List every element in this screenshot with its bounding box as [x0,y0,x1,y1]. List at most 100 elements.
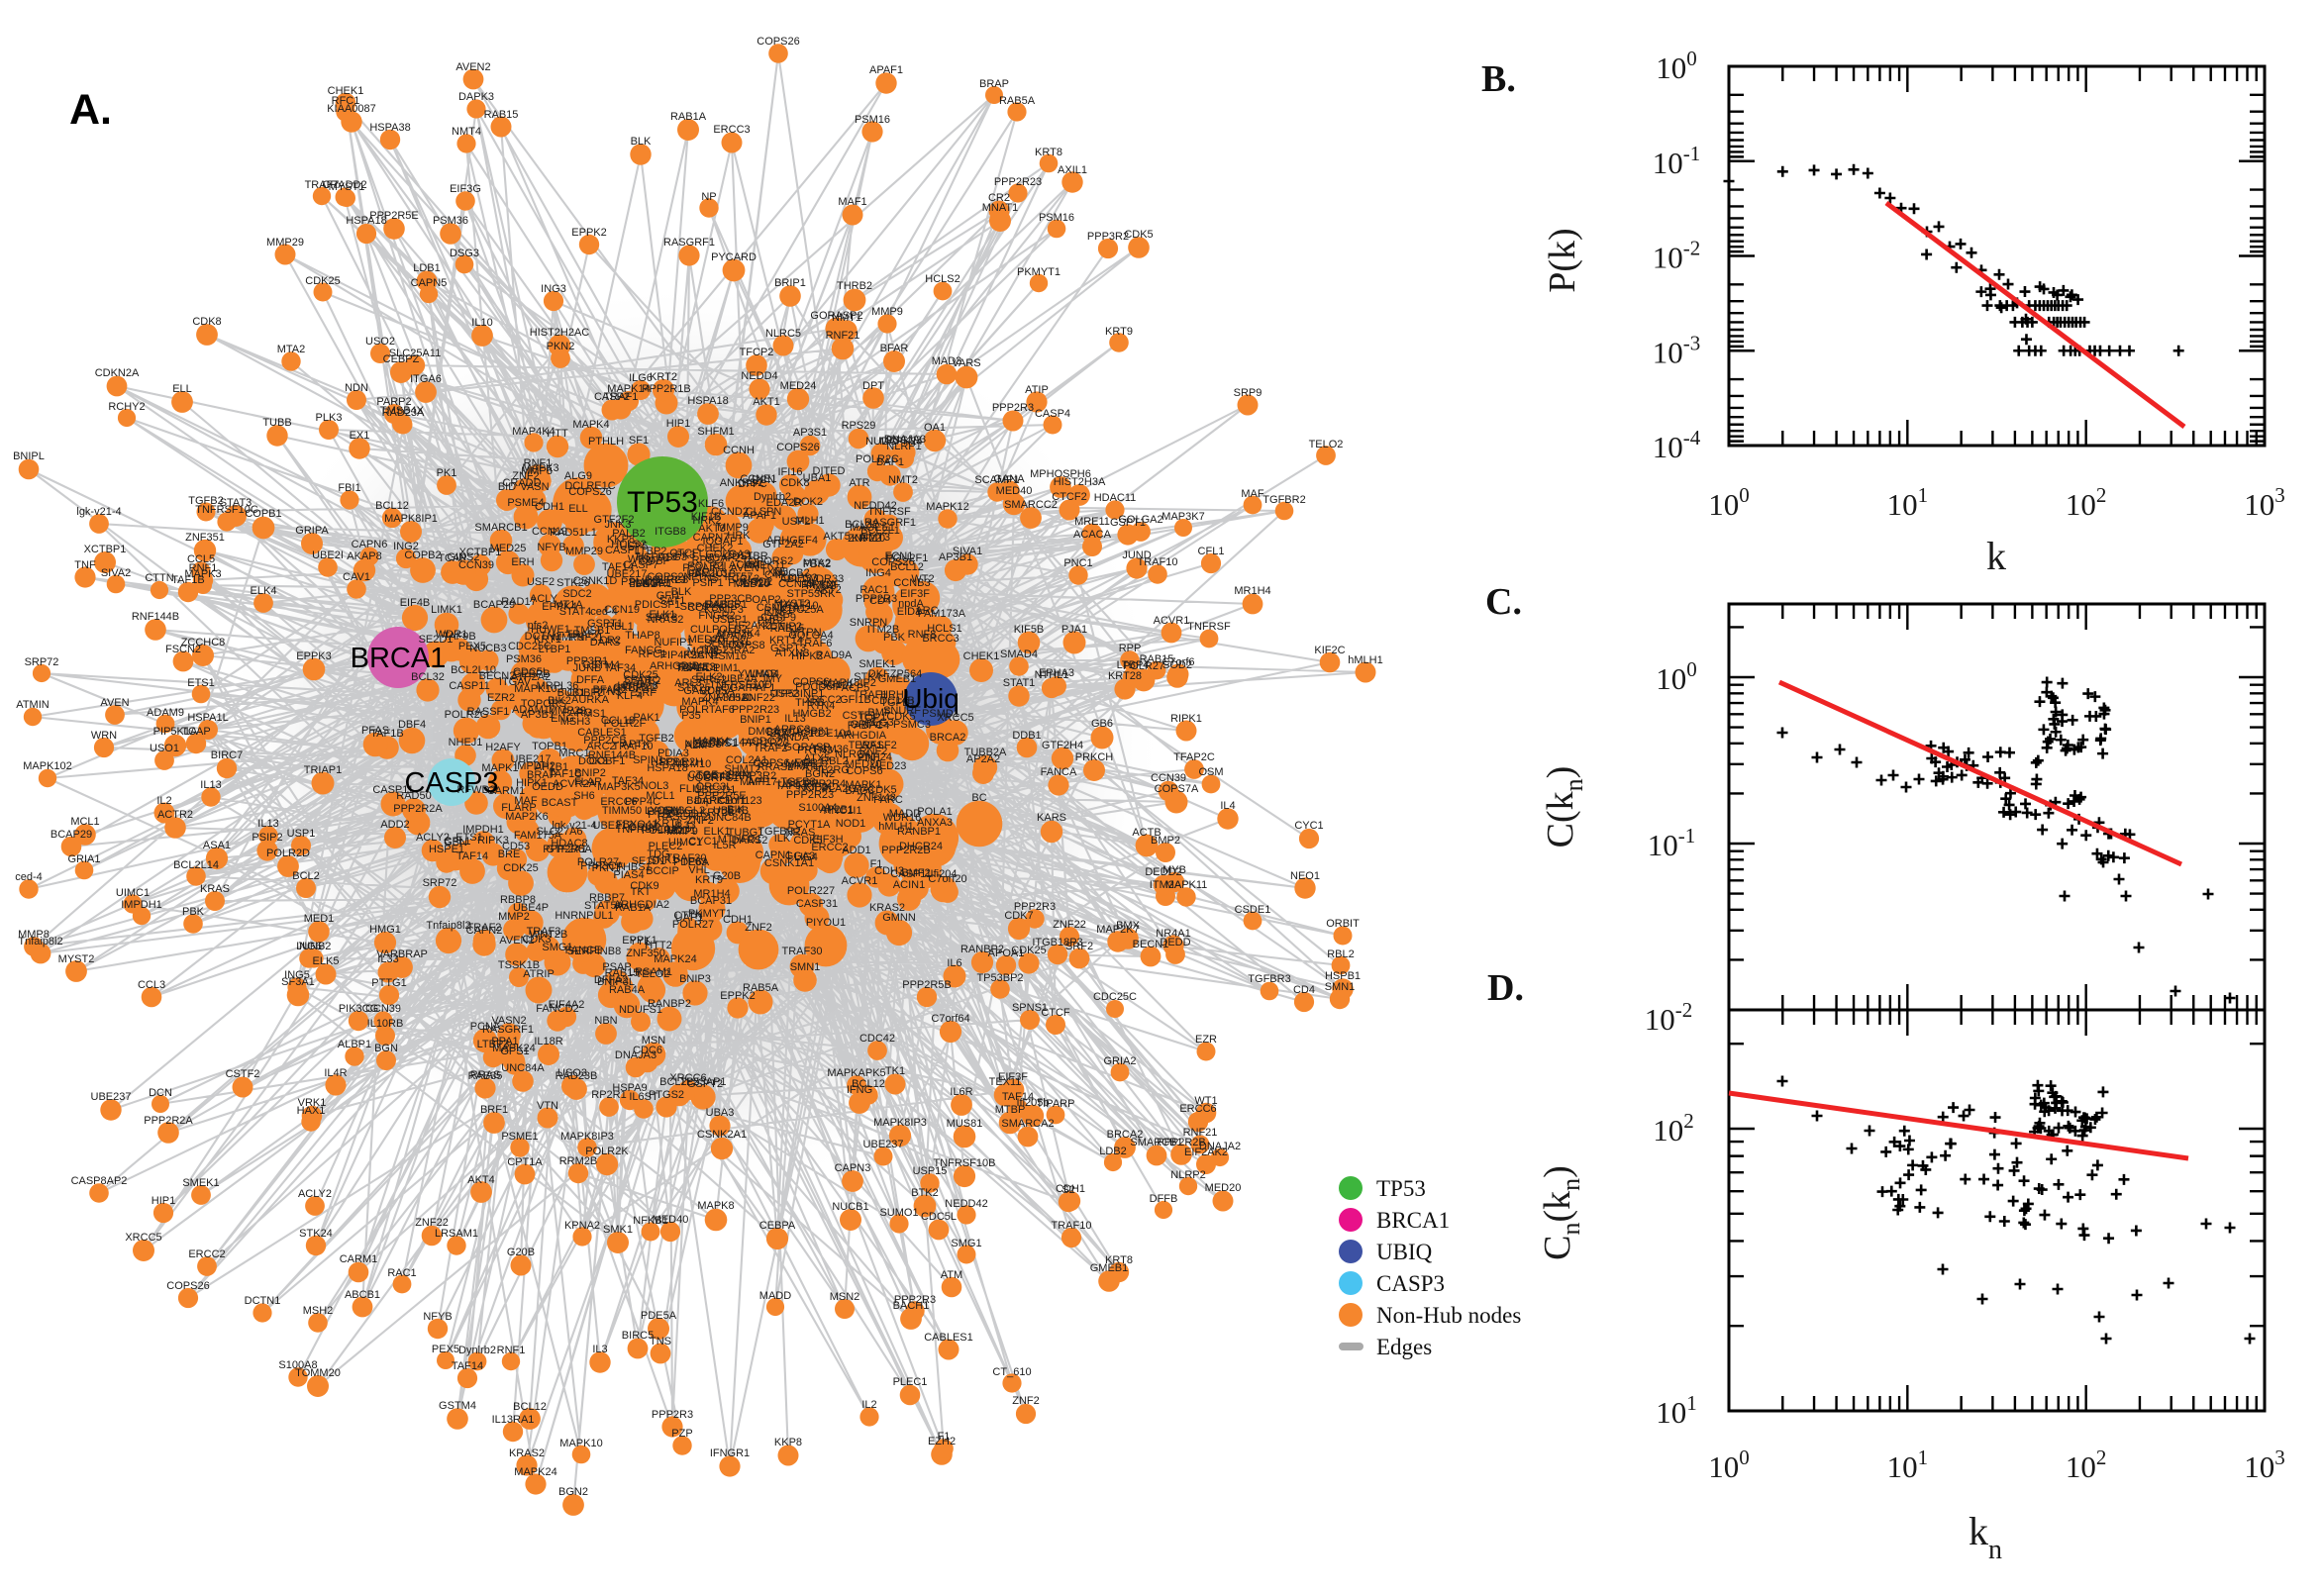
svg-text:PIN1: PIN1 [858,752,881,764]
svg-text:USBP1: USBP1 [712,614,748,626]
svg-text:ERCC2: ERCC2 [811,842,848,853]
svg-text:CAPN3: CAPN3 [835,1162,871,1174]
svg-text:CCNE1: CCNE1 [740,473,776,485]
svg-text:MYST2: MYST2 [774,598,811,610]
svg-text:ORBIT: ORBIT [1326,918,1360,930]
svg-text:KLF4: KLF4 [617,690,643,702]
svg-text:TMSB4X: TMSB4X [380,405,425,417]
svg-text:TRAF30: TRAF30 [666,852,707,864]
svg-text:Banp: Banp [686,795,712,807]
svg-text:NMT4: NMT4 [452,126,481,138]
svg-text:PIP4K2A: PIP4K2A [660,649,705,661]
svg-text:CSNK2A1: CSNK2A1 [697,1129,747,1141]
svg-text:CASP11: CASP11 [449,680,489,692]
svg-text:GSPT1: GSPT1 [587,618,623,630]
svg-text:TNS: TNS [697,572,719,584]
svg-text:SRF: SRF [635,687,656,699]
svg-text:RAC1: RAC1 [859,584,888,596]
svg-text:RPP: RPP [1119,643,1142,654]
svg-text:BCAP29: BCAP29 [50,829,92,841]
svg-text:GTF2A2: GTF2A2 [762,539,804,550]
svg-text:TNFRSF: TNFRSF [1187,621,1231,633]
svg-text:CCN19: CCN19 [532,526,567,538]
svg-text:S100A8: S100A8 [278,1359,317,1371]
svg-text:PK1: PK1 [437,467,457,479]
svg-text:AVEN2: AVEN2 [499,935,534,947]
svg-text:TRAF2: TRAF2 [754,743,788,754]
svg-text:k: k [1986,534,2006,578]
svg-text:CASP11: CASP11 [890,868,931,880]
svg-text:PXN: PXN [728,769,751,781]
svg-text:MR1H4: MR1H4 [693,888,730,900]
svg-text:SH6: SH6 [573,790,594,802]
svg-text:S100A4: S100A4 [798,802,837,814]
svg-text:IL5R: IL5R [713,840,736,851]
svg-text:TDG2: TDG2 [699,645,728,656]
svg-text:ced-4: ced-4 [15,871,43,883]
svg-text:PBK: PBK [182,906,205,918]
svg-text:ERCC3: ERCC3 [713,124,750,136]
svg-text:Tnfaip8l2: Tnfaip8l2 [426,920,470,932]
svg-text:MTA2: MTA2 [277,344,306,355]
svg-text:CCN39: CCN39 [1151,772,1186,784]
svg-text:PSMD1: PSMD1 [922,708,960,720]
svg-text:RAB35: RAB35 [468,1070,503,1082]
svg-text:SMN1: SMN1 [790,961,821,973]
svg-text:LTBP1: LTBP1 [539,644,571,655]
svg-text:XCTBP1: XCTBP1 [459,547,502,558]
svg-text:DAPK3: DAPK3 [694,795,730,807]
svg-text:UNC84B: UNC84B [708,812,751,824]
svg-text:CDK5: CDK5 [1124,229,1153,241]
svg-text:GRIA1: GRIA1 [850,719,882,731]
svg-text:ACVR2A: ACVR2A [553,778,597,790]
svg-text:MCL1: MCL1 [70,816,99,828]
svg-text:CTCFL: CTCFL [669,548,704,559]
svg-text:BRIP1: BRIP1 [774,277,806,289]
svg-text:ZNF385A: ZNF385A [701,692,749,704]
svg-text:ACIN1: ACIN1 [893,879,925,891]
svg-text:ERCC6: ERCC6 [1179,1103,1216,1115]
svg-text:AP2A2: AP2A2 [966,753,1000,765]
svg-text:CDK5: CDK5 [793,835,822,847]
svg-text:LDB2: LDB2 [1099,1146,1127,1157]
svg-text:POLR2H: POLR2H [659,756,703,768]
svg-text:BTK2: BTK2 [911,1187,939,1199]
svg-text:TGFBR3: TGFBR3 [1248,973,1290,985]
svg-text:VASN2: VASN2 [491,1015,526,1027]
svg-text:TFAP2C: TFAP2C [1173,751,1215,763]
svg-text:CD4: CD4 [869,595,891,607]
svg-text:ACVR1: ACVR1 [1154,615,1190,627]
svg-text:RPS29: RPS29 [842,420,876,432]
svg-text:POLR227: POLR227 [787,885,835,897]
svg-text:CFL1: CFL1 [445,836,471,848]
svg-text:KIF1B: KIF1B [691,511,722,523]
svg-text:GMEB1: GMEB1 [1090,1262,1129,1274]
svg-text:Edges: Edges [1376,1335,1432,1359]
svg-text:C4R: C4R [764,569,786,581]
svg-text:SHFM1: SHFM1 [697,426,734,438]
svg-text:UQCRFS1: UQCRFS1 [687,772,740,784]
svg-text:hMLH1: hMLH1 [1348,654,1382,666]
svg-text:ATIP: ATIP [1025,384,1049,396]
svg-text:CSNK1A1: CSNK1A1 [764,857,814,869]
svg-text:EID1: EID1 [897,606,921,618]
svg-text:LIMK1: LIMK1 [431,604,462,616]
svg-text:PRTN3: PRTN3 [797,745,833,756]
svg-text:LTBP3: LTBP3 [477,1039,510,1050]
svg-text:MAPK1: MAPK1 [481,762,518,774]
svg-text:CDC25C: CDC25C [508,641,552,652]
svg-text:TGFB3: TGFB3 [780,776,815,788]
svg-text:POU2F1: POU2F1 [886,552,929,564]
svg-text:TAF1B: TAF1B [171,574,204,586]
svg-text:npdA: npdA [898,598,924,610]
svg-text:SPARC: SPARC [623,674,659,686]
svg-text:HSPE1: HSPE1 [429,844,464,855]
svg-text:BNIP1: BNIP1 [740,714,771,726]
svg-text:PSM36: PSM36 [433,215,468,227]
svg-text:EPPK3: EPPK3 [296,650,331,662]
svg-text:MTBP: MTBP [995,1104,1026,1116]
svg-text:PLA2G4A: PLA2G4A [822,783,871,795]
svg-text:POLA1: POLA1 [917,806,952,818]
svg-text:P53AIP1: P53AIP1 [682,562,725,574]
svg-text:DEDD: DEDD [1160,937,1190,948]
